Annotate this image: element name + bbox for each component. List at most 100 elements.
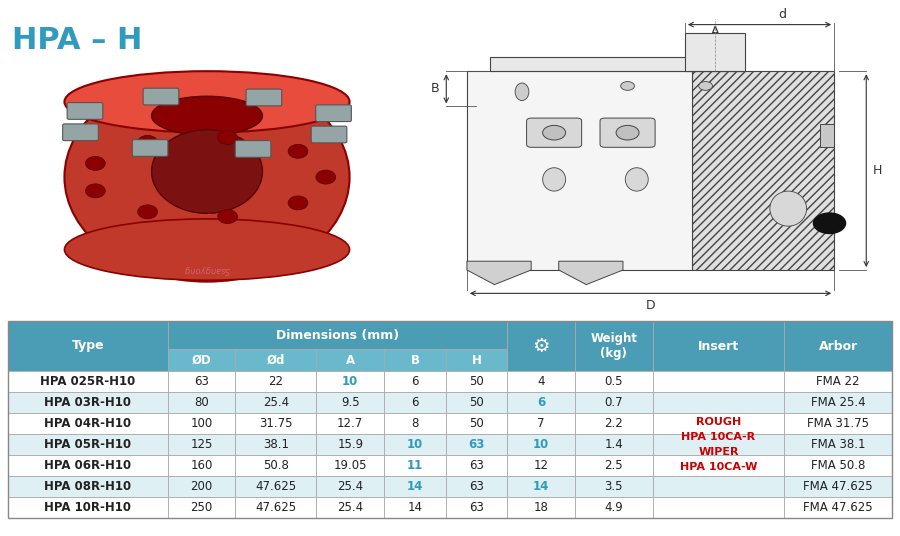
Circle shape [218,210,238,224]
Text: 8: 8 [411,417,418,430]
Bar [167,349,236,371]
Text: 200: 200 [191,480,212,493]
Bar [384,455,446,476]
Bar [507,392,575,413]
Text: HPA 10R-H10: HPA 10R-H10 [44,501,131,514]
Text: 4: 4 [537,375,544,388]
Text: 6: 6 [537,396,545,409]
FancyBboxPatch shape [63,124,98,140]
Text: 12.7: 12.7 [338,417,364,430]
Bar [446,371,507,392]
Bar [575,476,652,497]
Bar [236,413,316,434]
Bar [652,321,784,371]
Circle shape [288,196,308,210]
Bar [384,434,446,455]
Text: 10: 10 [533,438,549,451]
Text: 10: 10 [342,375,358,388]
Text: 80: 80 [194,396,209,409]
Bar [575,497,652,518]
Polygon shape [467,261,531,285]
Bar [167,476,236,497]
Text: FMA 31.75: FMA 31.75 [807,417,869,430]
Text: 50: 50 [469,375,484,388]
Text: H: H [472,354,482,367]
Bar [507,434,575,455]
Polygon shape [559,261,623,285]
Ellipse shape [151,96,263,135]
Text: 2.2: 2.2 [605,417,623,430]
Text: 3.5: 3.5 [605,480,623,493]
Bar [446,497,507,518]
Bar [236,455,316,476]
Text: 2.5: 2.5 [605,459,623,472]
Bar [507,497,575,518]
Text: 14: 14 [407,480,423,493]
Text: 11: 11 [407,459,423,472]
FancyBboxPatch shape [235,140,271,157]
Bar [167,434,236,455]
Bar [652,455,784,476]
Text: 25.4: 25.4 [263,396,289,409]
Text: Ssangyong: Ssangyong [184,265,230,273]
Text: HPA 025R-H10: HPA 025R-H10 [40,375,135,388]
Bar [692,71,834,270]
FancyBboxPatch shape [246,89,282,106]
Bar [384,392,446,413]
Bar [384,349,446,371]
Text: FMA 47.625: FMA 47.625 [804,501,873,514]
Text: 125: 125 [190,438,212,451]
Text: HPA – H: HPA – H [12,26,142,55]
Ellipse shape [65,219,349,280]
Text: 22: 22 [268,375,284,388]
Text: 250: 250 [191,501,212,514]
Bar [384,413,446,434]
Bar [467,71,692,270]
Circle shape [621,81,634,91]
Bar [446,413,507,434]
Text: FMA 25.4: FMA 25.4 [811,396,866,409]
Text: 63: 63 [469,480,484,493]
Text: 25.4: 25.4 [338,480,364,493]
Bar [236,349,316,371]
Text: 63: 63 [469,501,484,514]
Text: Dimensions (mm): Dimensions (mm) [275,329,399,341]
Bar [575,392,652,413]
Text: 47.625: 47.625 [256,480,296,493]
Bar [575,455,652,476]
Text: 38.1: 38.1 [263,438,289,451]
Ellipse shape [543,168,565,191]
FancyBboxPatch shape [311,126,346,143]
Bar [507,476,575,497]
Bar [784,371,892,392]
Bar [167,392,236,413]
Text: 160: 160 [190,459,212,472]
Bar [236,371,316,392]
FancyBboxPatch shape [68,102,103,120]
Bar [575,434,652,455]
Bar [575,321,652,371]
Text: 6: 6 [411,396,418,409]
Bar [167,413,236,434]
Text: Type: Type [71,339,104,353]
Text: HPA 05R-H10: HPA 05R-H10 [44,438,131,451]
Circle shape [616,125,639,140]
Text: 63: 63 [194,375,209,388]
Ellipse shape [65,72,349,281]
Ellipse shape [626,168,648,191]
Text: 9.5: 9.5 [341,396,360,409]
Text: HPA 08R-H10: HPA 08R-H10 [44,480,131,493]
Bar [8,321,167,371]
Text: Weight
(kg): Weight (kg) [590,332,637,360]
Bar [784,497,892,518]
Circle shape [288,144,308,158]
Bar [507,371,575,392]
Bar [784,321,892,371]
Text: 18: 18 [534,501,548,514]
Text: Insert: Insert [698,339,739,353]
FancyBboxPatch shape [143,88,179,105]
Circle shape [86,184,105,198]
Text: 50: 50 [469,417,484,430]
Ellipse shape [65,71,349,132]
Bar [316,434,384,455]
